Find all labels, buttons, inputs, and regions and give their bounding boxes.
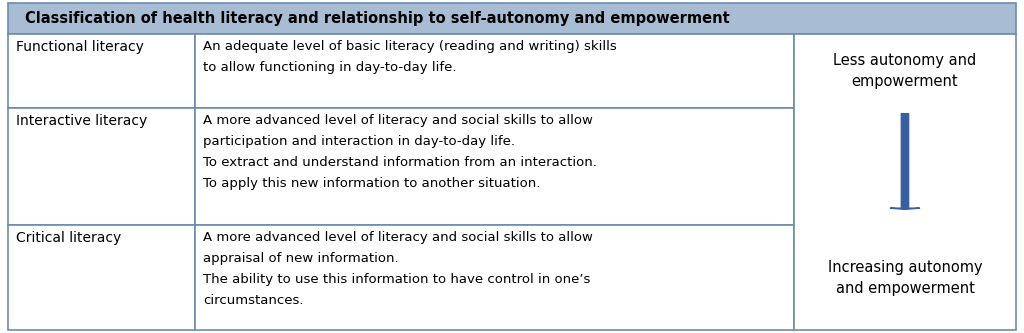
Text: Increasing autonomy
and empowerment: Increasing autonomy and empowerment (827, 260, 982, 296)
Text: Functional literacy: Functional literacy (16, 40, 144, 54)
Text: An adequate level of basic literacy (reading and writing) skills
to allow functi: An adequate level of basic literacy (rea… (203, 40, 616, 74)
Bar (8, 225, 195, 330)
Bar (195, 108, 795, 225)
Text: Interactive literacy: Interactive literacy (16, 114, 147, 128)
Bar (195, 225, 795, 330)
Text: A more advanced level of literacy and social skills to allow
participation and i: A more advanced level of literacy and so… (203, 114, 597, 189)
Text: Classification of health literacy and relationship to self-autonomy and empowerm: Classification of health literacy and re… (25, 11, 729, 26)
Bar (8, 34, 195, 108)
Bar (8, 108, 195, 225)
Text: Less autonomy and
empowerment: Less autonomy and empowerment (834, 53, 977, 89)
Bar (795, 34, 1016, 330)
Text: Critical literacy: Critical literacy (16, 231, 122, 245)
Bar (8, 3, 1016, 34)
Bar (195, 34, 795, 108)
Text: A more advanced level of literacy and social skills to allow
appraisal of new in: A more advanced level of literacy and so… (203, 231, 593, 307)
